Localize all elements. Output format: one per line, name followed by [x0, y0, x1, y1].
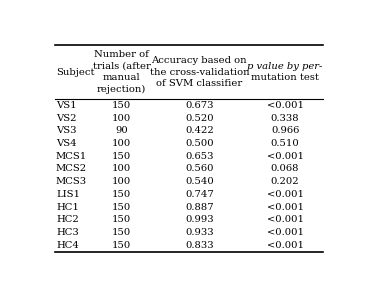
Text: 0.520: 0.520 — [185, 113, 214, 123]
Text: 0.068: 0.068 — [271, 164, 299, 174]
Text: 0.560: 0.560 — [185, 164, 213, 174]
Text: LIS1: LIS1 — [56, 190, 80, 199]
Text: 0.500: 0.500 — [185, 139, 214, 148]
Text: 0.933: 0.933 — [185, 228, 214, 237]
Text: trials (after: trials (after — [93, 62, 151, 71]
Text: 0.422: 0.422 — [185, 126, 214, 135]
Text: Subject: Subject — [56, 68, 95, 77]
Text: VS2: VS2 — [56, 113, 77, 123]
Text: of SVM classifier: of SVM classifier — [156, 79, 243, 88]
Text: Number of: Number of — [94, 50, 149, 60]
Text: VS4: VS4 — [56, 139, 77, 148]
Text: 0.653: 0.653 — [185, 152, 213, 161]
Text: 0.747: 0.747 — [185, 190, 214, 199]
Text: HC4: HC4 — [56, 241, 79, 250]
Text: mutation test: mutation test — [251, 73, 319, 82]
Text: MCS3: MCS3 — [56, 177, 87, 186]
Text: 150: 150 — [112, 241, 131, 250]
Text: 150: 150 — [112, 152, 131, 161]
Text: MCS1: MCS1 — [56, 152, 87, 161]
Text: 150: 150 — [112, 215, 131, 224]
Text: 100: 100 — [112, 164, 131, 174]
Text: 0.540: 0.540 — [185, 177, 214, 186]
Text: <0.001: <0.001 — [266, 228, 304, 237]
Text: 0.833: 0.833 — [185, 241, 214, 250]
Text: <0.001: <0.001 — [266, 203, 304, 212]
Text: the cross-validation: the cross-validation — [149, 68, 249, 77]
Text: <0.001: <0.001 — [266, 190, 304, 199]
Text: 100: 100 — [112, 113, 131, 123]
Text: HC3: HC3 — [56, 228, 79, 237]
Text: 90: 90 — [115, 126, 128, 135]
Text: <0.001: <0.001 — [266, 215, 304, 224]
Text: 100: 100 — [112, 177, 131, 186]
Text: <0.001: <0.001 — [266, 241, 304, 250]
Text: 0.887: 0.887 — [185, 203, 214, 212]
Text: manual: manual — [103, 73, 140, 82]
Text: 150: 150 — [112, 101, 131, 110]
Text: Accuracy based on: Accuracy based on — [152, 56, 247, 65]
Text: p value by per-: p value by per- — [247, 62, 323, 71]
Text: HC1: HC1 — [56, 203, 79, 212]
Text: <0.001: <0.001 — [266, 101, 304, 110]
Text: 0.966: 0.966 — [271, 126, 299, 135]
Text: MCS2: MCS2 — [56, 164, 87, 174]
Text: 0.673: 0.673 — [185, 101, 213, 110]
Text: 0.993: 0.993 — [185, 215, 214, 224]
Text: VS1: VS1 — [56, 101, 77, 110]
Text: HC2: HC2 — [56, 215, 79, 224]
Text: 100: 100 — [112, 139, 131, 148]
Text: 0.202: 0.202 — [271, 177, 300, 186]
Text: 0.338: 0.338 — [271, 113, 300, 123]
Text: rejection): rejection) — [97, 85, 146, 94]
Text: 150: 150 — [112, 203, 131, 212]
Text: <0.001: <0.001 — [266, 152, 304, 161]
Text: 150: 150 — [112, 228, 131, 237]
Text: VS3: VS3 — [56, 126, 77, 135]
Text: 150: 150 — [112, 190, 131, 199]
Text: 0.510: 0.510 — [271, 139, 300, 148]
